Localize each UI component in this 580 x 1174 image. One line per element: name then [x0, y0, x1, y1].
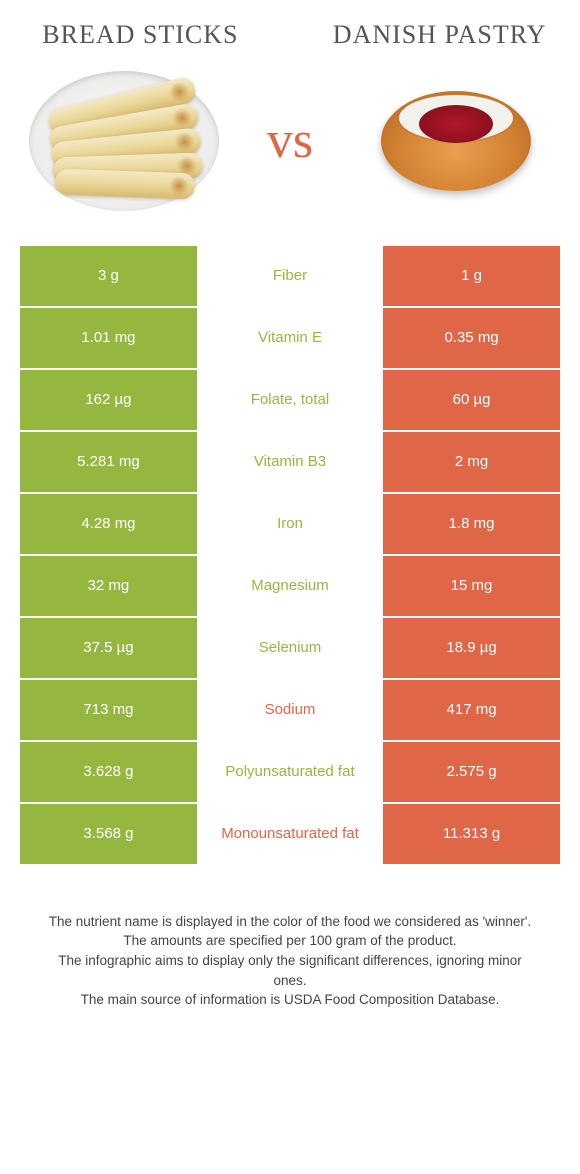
image-right: [356, 66, 556, 216]
title-right: Danish pastry: [317, 20, 562, 50]
cell-nutrient-label: Vitamin B3: [199, 432, 381, 492]
cell-right-value: 60 µg: [383, 370, 560, 430]
cell-nutrient-label: Iron: [199, 494, 381, 554]
image-left: [24, 66, 224, 216]
cell-right-value: 18.9 µg: [383, 618, 560, 678]
cell-right-value: 2.575 g: [383, 742, 560, 802]
cell-left-value: 32 mg: [20, 556, 197, 616]
cell-left-value: 5.281 mg: [20, 432, 197, 492]
cell-right-value: 2 mg: [383, 432, 560, 492]
comparison-table: 3 gFiber1 g1.01 mgVitamin E0.35 mg162 µg…: [18, 244, 562, 866]
cell-right-value: 15 mg: [383, 556, 560, 616]
cell-left-value: 713 mg: [20, 680, 197, 740]
cell-nutrient-label: Selenium: [199, 618, 381, 678]
cell-left-value: 3 g: [20, 246, 197, 306]
vs-label: vs: [267, 111, 313, 170]
cell-right-value: 0.35 mg: [383, 308, 560, 368]
table-row: 713 mgSodium417 mg: [20, 680, 560, 740]
footer-line: The amounts are specified per 100 gram o…: [42, 931, 538, 951]
cell-left-value: 3.628 g: [20, 742, 197, 802]
hero-row: vs: [18, 66, 562, 216]
cell-nutrient-label: Polyunsaturated fat: [199, 742, 381, 802]
footer-line: The main source of information is USDA F…: [42, 990, 538, 1010]
table-row: 32 mgMagnesium15 mg: [20, 556, 560, 616]
cell-left-value: 37.5 µg: [20, 618, 197, 678]
table-row: 162 µgFolate, total60 µg: [20, 370, 560, 430]
cell-nutrient-label: Magnesium: [199, 556, 381, 616]
cell-right-value: 1 g: [383, 246, 560, 306]
footer-notes: The nutrient name is displayed in the co…: [18, 912, 562, 1010]
cell-right-value: 1.8 mg: [383, 494, 560, 554]
cell-left-value: 4.28 mg: [20, 494, 197, 554]
title-left: Bread sticks: [18, 20, 263, 50]
table-row: 3.628 gPolyunsaturated fat2.575 g: [20, 742, 560, 802]
table-row: 1.01 mgVitamin E0.35 mg: [20, 308, 560, 368]
cell-right-value: 11.313 g: [383, 804, 560, 864]
cell-right-value: 417 mg: [383, 680, 560, 740]
titles-row: Bread sticks Danish pastry: [18, 20, 562, 50]
cell-nutrient-label: Sodium: [199, 680, 381, 740]
table-row: 5.281 mgVitamin B32 mg: [20, 432, 560, 492]
cell-left-value: 1.01 mg: [20, 308, 197, 368]
table-row: 37.5 µgSelenium18.9 µg: [20, 618, 560, 678]
cell-left-value: 162 µg: [20, 370, 197, 430]
cell-nutrient-label: Monounsaturated fat: [199, 804, 381, 864]
table-row: 3.568 gMonounsaturated fat11.313 g: [20, 804, 560, 864]
table-row: 3 gFiber1 g: [20, 246, 560, 306]
footer-line: The infographic aims to display only the…: [42, 951, 538, 990]
cell-left-value: 3.568 g: [20, 804, 197, 864]
cell-nutrient-label: Fiber: [199, 246, 381, 306]
cell-nutrient-label: Vitamin E: [199, 308, 381, 368]
table-row: 4.28 mgIron1.8 mg: [20, 494, 560, 554]
cell-nutrient-label: Folate, total: [199, 370, 381, 430]
footer-line: The nutrient name is displayed in the co…: [42, 912, 538, 932]
